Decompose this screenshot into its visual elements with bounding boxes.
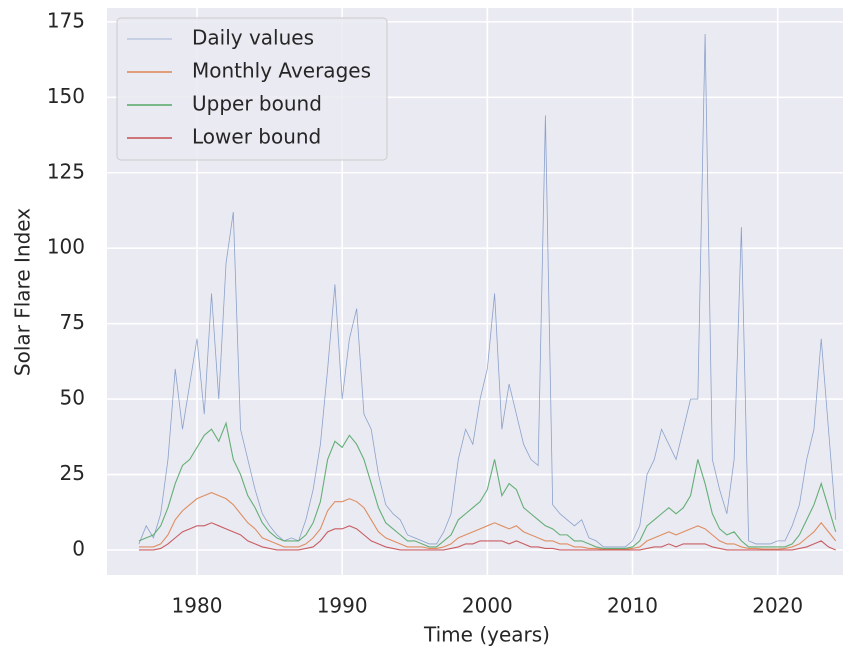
y-tick-label: 100 — [47, 235, 85, 259]
series-line — [138, 522, 836, 551]
x-tick-label: 2020 — [752, 594, 803, 618]
legend-label: Upper bound — [192, 92, 322, 116]
y-tick-label: 150 — [47, 84, 85, 108]
y-axis-label: Solar Flare Index — [11, 208, 35, 376]
series-line — [138, 421, 837, 549]
y-tick-label: 25 — [60, 461, 85, 485]
y-tick-label: 175 — [47, 8, 85, 32]
x-tick-label: 1990 — [317, 594, 368, 618]
x-tick-label: 2000 — [462, 594, 513, 618]
series-line — [138, 33, 837, 548]
x-axis-label: Time (years) — [423, 623, 550, 647]
y-tick-label: 125 — [47, 159, 85, 183]
x-tick-label: 1980 — [172, 594, 223, 618]
y-tick-label: 0 — [72, 536, 85, 560]
y-tick-label: 75 — [60, 310, 85, 334]
legend-label: Monthly Averages — [192, 59, 371, 83]
legend-label: Daily values — [192, 26, 314, 50]
series-line — [138, 492, 837, 550]
x-tick-label: 2010 — [607, 594, 658, 618]
y-tick-label: 50 — [60, 386, 85, 410]
legend-label: Lower bound — [192, 125, 321, 149]
legend-box — [116, 17, 388, 161]
